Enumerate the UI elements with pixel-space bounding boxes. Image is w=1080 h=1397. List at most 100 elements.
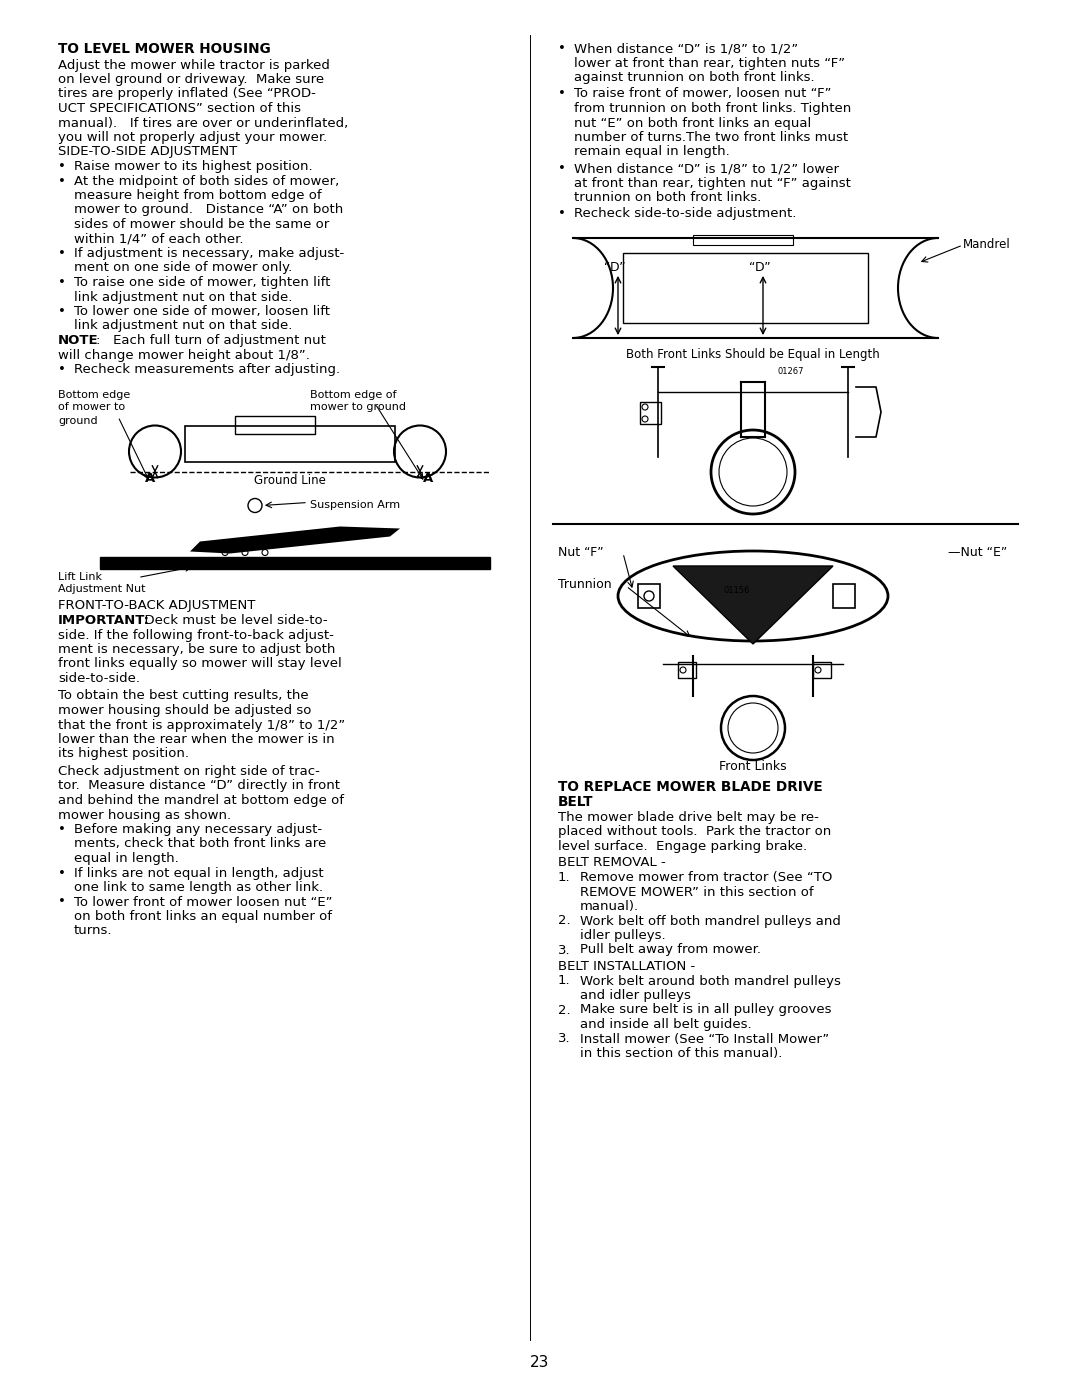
Text: link adjustment nut on that side.: link adjustment nut on that side.: [75, 291, 293, 303]
Text: against trunnion on both front links.: against trunnion on both front links.: [573, 71, 814, 84]
Text: at front than rear, tighten nut “F” against: at front than rear, tighten nut “F” agai…: [573, 176, 851, 190]
Polygon shape: [673, 566, 833, 644]
Text: side-to-side.: side-to-side.: [58, 672, 140, 685]
Text: mower housing should be adjusted so: mower housing should be adjusted so: [58, 704, 311, 717]
Text: of mower to: of mower to: [58, 402, 125, 412]
Text: Deck must be level side-to-: Deck must be level side-to-: [136, 615, 327, 627]
Text: •: •: [58, 895, 66, 908]
Text: UCT SPECIFICATIONS” section of this: UCT SPECIFICATIONS” section of this: [58, 102, 301, 115]
Text: TO REPLACE MOWER BLADE DRIVE: TO REPLACE MOWER BLADE DRIVE: [558, 780, 823, 793]
Text: link adjustment nut on that side.: link adjustment nut on that side.: [75, 320, 293, 332]
Text: Nut “F”: Nut “F”: [558, 546, 604, 559]
Text: mower to ground: mower to ground: [310, 402, 406, 412]
Text: nut “E” on both front links an equal: nut “E” on both front links an equal: [573, 116, 811, 130]
Text: •: •: [558, 208, 566, 221]
Text: BELT INSTALLATION -: BELT INSTALLATION -: [558, 960, 696, 972]
Text: Install mower (See “To Install Mower”: Install mower (See “To Install Mower”: [580, 1032, 829, 1045]
Text: To lower front of mower loosen nut “E”: To lower front of mower loosen nut “E”: [75, 895, 333, 908]
Text: equal in length.: equal in length.: [75, 852, 179, 865]
Text: 1.: 1.: [558, 975, 570, 988]
Text: Trunnion: Trunnion: [558, 578, 611, 591]
Text: 01156: 01156: [723, 585, 750, 595]
Text: Lift Link: Lift Link: [58, 571, 102, 581]
Text: 2.: 2.: [558, 1003, 570, 1017]
Text: 3.: 3.: [558, 943, 570, 957]
Text: To lower one side of mower, loosen lift: To lower one side of mower, loosen lift: [75, 305, 330, 319]
Text: placed without tools.  Park the tractor on: placed without tools. Park the tractor o…: [558, 826, 832, 838]
Text: mower housing as shown.: mower housing as shown.: [58, 809, 231, 821]
Text: IMPORTANT:: IMPORTANT:: [58, 615, 150, 627]
Text: •: •: [58, 363, 66, 376]
Text: you will not properly adjust your mower.: you will not properly adjust your mower.: [58, 131, 327, 144]
Text: and inside all belt guides.: and inside all belt guides.: [580, 1018, 752, 1031]
Bar: [833, 584, 855, 608]
Text: mower to ground.   Distance “A” on both: mower to ground. Distance “A” on both: [75, 204, 343, 217]
Text: The mower blade drive belt may be re-: The mower blade drive belt may be re-: [558, 812, 819, 824]
Text: To raise front of mower, loosen nut “F”: To raise front of mower, loosen nut “F”: [573, 88, 832, 101]
Text: •: •: [58, 823, 66, 835]
Text: 1.: 1.: [558, 870, 570, 884]
Text: level surface.  Engage parking brake.: level surface. Engage parking brake.: [558, 840, 807, 854]
Polygon shape: [190, 527, 400, 553]
Bar: [185, 426, 395, 461]
Text: turns.: turns.: [75, 925, 112, 937]
Text: NOTE: NOTE: [58, 334, 98, 346]
Text: tor.  Measure distance “D” directly in front: tor. Measure distance “D” directly in fr…: [58, 780, 340, 792]
Text: When distance “D” is 1/8” to 1/2”: When distance “D” is 1/8” to 1/2”: [573, 42, 798, 54]
Text: •: •: [58, 175, 66, 187]
Text: lower at front than rear, tighten nuts “F”: lower at front than rear, tighten nuts “…: [573, 56, 846, 70]
Bar: [693, 235, 793, 244]
Text: and behind the mandrel at bottom edge of: and behind the mandrel at bottom edge of: [58, 793, 345, 807]
Text: Bottom edge of: Bottom edge of: [310, 390, 396, 400]
Text: ment on one side of mower only.: ment on one side of mower only.: [75, 261, 293, 274]
Text: manual).   If tires are over or underinflated,: manual). If tires are over or underinfla…: [58, 116, 348, 130]
Text: ment is necessary, be sure to adjust both: ment is necessary, be sure to adjust bot…: [58, 643, 336, 657]
Text: 01267: 01267: [778, 367, 805, 376]
Text: Pull belt away from mower.: Pull belt away from mower.: [580, 943, 761, 957]
Text: Raise mower to its highest position.: Raise mower to its highest position.: [75, 161, 312, 173]
Text: Front Links: Front Links: [719, 760, 787, 773]
Text: Recheck side-to-side adjustment.: Recheck side-to-side adjustment.: [573, 208, 796, 221]
Text: on both front links an equal number of: on both front links an equal number of: [75, 909, 332, 923]
Text: At the midpoint of both sides of mower,: At the midpoint of both sides of mower,: [75, 175, 339, 187]
Text: :   Each full turn of adjustment nut: : Each full turn of adjustment nut: [96, 334, 326, 346]
Text: Check adjustment on right side of trac-: Check adjustment on right side of trac-: [58, 766, 320, 778]
Text: manual).: manual).: [580, 900, 639, 914]
Text: BELT: BELT: [558, 795, 594, 809]
Text: •: •: [558, 162, 566, 175]
Text: Remove mower from tractor (See “TO: Remove mower from tractor (See “TO: [580, 870, 833, 884]
Text: When distance “D” is 1/8” to 1/2” lower: When distance “D” is 1/8” to 1/2” lower: [573, 162, 839, 175]
Text: Suspension Arm: Suspension Arm: [310, 500, 400, 510]
Text: •: •: [58, 247, 66, 260]
Text: •: •: [558, 42, 566, 54]
Text: FRONT-TO-BACK ADJUSTMENT: FRONT-TO-BACK ADJUSTMENT: [58, 599, 255, 612]
Text: front links equally so mower will stay level: front links equally so mower will stay l…: [58, 658, 341, 671]
Text: ments, check that both front links are: ments, check that both front links are: [75, 837, 326, 851]
Text: remain equal in length.: remain equal in length.: [573, 145, 730, 158]
Text: “D”: “D”: [750, 261, 771, 274]
Text: number of turns.The two front links must: number of turns.The two front links must: [573, 131, 848, 144]
Text: in this section of this manual).: in this section of this manual).: [580, 1046, 782, 1060]
Bar: [235, 415, 315, 433]
Text: 3.: 3.: [558, 1032, 570, 1045]
Text: one link to same length as other link.: one link to same length as other link.: [75, 882, 323, 894]
Text: Ground Line: Ground Line: [254, 475, 326, 488]
Text: 23: 23: [530, 1355, 550, 1370]
Text: on level ground or driveway.  Make sure: on level ground or driveway. Make sure: [58, 73, 324, 87]
Text: Both Front Links Should be Equal in Length: Both Front Links Should be Equal in Leng…: [626, 348, 880, 360]
Text: Before making any necessary adjust-: Before making any necessary adjust-: [75, 823, 322, 835]
Text: To raise one side of mower, tighten lift: To raise one side of mower, tighten lift: [75, 277, 330, 289]
Text: To obtain the best cutting results, the: To obtain the best cutting results, the: [58, 690, 309, 703]
Text: will change mower height about 1/8”.: will change mower height about 1/8”.: [58, 348, 310, 362]
Text: trunnion on both front links.: trunnion on both front links.: [573, 191, 761, 204]
Text: within 1/4” of each other.: within 1/4” of each other.: [75, 232, 243, 246]
Text: Make sure belt is in all pulley grooves: Make sure belt is in all pulley grooves: [580, 1003, 832, 1017]
Text: A: A: [145, 472, 156, 486]
Text: 2.: 2.: [558, 915, 570, 928]
Text: Bottom edge: Bottom edge: [58, 390, 131, 400]
Text: TO LEVEL MOWER HOUSING: TO LEVEL MOWER HOUSING: [58, 42, 271, 56]
Text: SIDE-TO-SIDE ADJUSTMENT: SIDE-TO-SIDE ADJUSTMENT: [58, 145, 238, 158]
Text: sides of mower should be the same or: sides of mower should be the same or: [75, 218, 329, 231]
Text: and idler pulleys: and idler pulleys: [580, 989, 691, 1002]
Text: lower than the rear when the mower is in: lower than the rear when the mower is in: [58, 733, 335, 746]
